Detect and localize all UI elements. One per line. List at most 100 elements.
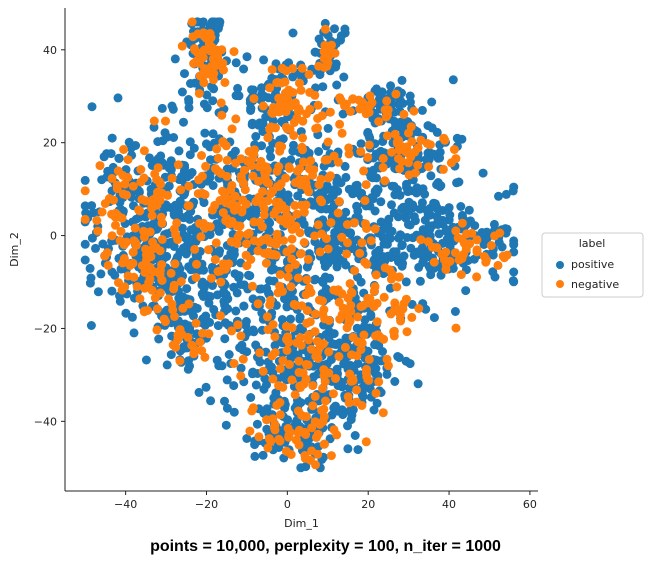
point-positive bbox=[501, 189, 511, 199]
point-positive bbox=[322, 181, 332, 191]
point-negative bbox=[155, 269, 165, 279]
point-negative bbox=[297, 142, 307, 152]
point-negative bbox=[128, 181, 138, 191]
point-negative bbox=[259, 248, 269, 258]
point-positive bbox=[258, 450, 268, 460]
point-negative bbox=[306, 288, 316, 297]
y-tick-label: 0 bbox=[50, 230, 57, 243]
point-negative bbox=[217, 110, 227, 120]
point-negative bbox=[348, 376, 358, 386]
point-negative bbox=[312, 348, 322, 357]
point-positive bbox=[242, 347, 252, 357]
point-negative bbox=[263, 443, 273, 453]
point-negative bbox=[320, 314, 330, 324]
point-negative bbox=[236, 331, 246, 341]
point-negative bbox=[342, 249, 352, 259]
point-negative bbox=[456, 270, 466, 280]
point-negative bbox=[293, 273, 303, 283]
point-positive bbox=[369, 405, 379, 415]
point-negative bbox=[187, 17, 197, 27]
point-negative bbox=[184, 181, 194, 191]
legend-marker-negative bbox=[556, 280, 564, 288]
point-positive bbox=[302, 262, 312, 272]
point-negative bbox=[135, 206, 145, 216]
point-positive bbox=[401, 277, 411, 287]
point-positive bbox=[179, 117, 188, 127]
point-positive bbox=[185, 323, 195, 333]
point-negative bbox=[176, 277, 186, 286]
point-negative bbox=[274, 181, 284, 191]
point-negative bbox=[344, 149, 354, 159]
point-negative bbox=[97, 207, 107, 217]
point-negative bbox=[383, 361, 393, 371]
point-positive bbox=[397, 240, 407, 250]
point-negative bbox=[213, 267, 223, 276]
point-positive bbox=[457, 134, 467, 144]
point-positive bbox=[185, 137, 195, 147]
point-negative bbox=[320, 24, 330, 34]
point-positive bbox=[244, 270, 253, 280]
point-positive bbox=[374, 245, 384, 255]
point-positive bbox=[262, 424, 272, 434]
point-negative bbox=[241, 250, 251, 260]
point-negative bbox=[226, 185, 236, 195]
point-positive bbox=[199, 265, 209, 275]
point-negative bbox=[410, 168, 420, 178]
point-negative bbox=[296, 340, 306, 350]
point-negative bbox=[199, 31, 209, 41]
point-positive bbox=[509, 267, 519, 277]
point-negative bbox=[404, 128, 413, 138]
point-negative bbox=[441, 265, 451, 274]
point-positive bbox=[255, 118, 265, 128]
point-positive bbox=[208, 281, 217, 290]
point-positive bbox=[328, 339, 338, 349]
point-negative bbox=[152, 198, 161, 208]
x-tick-label: 20 bbox=[361, 498, 375, 511]
point-positive bbox=[288, 28, 298, 38]
point-negative bbox=[226, 237, 236, 247]
point-negative bbox=[319, 365, 329, 375]
point-positive bbox=[427, 97, 437, 107]
point-negative bbox=[242, 261, 252, 271]
point-positive bbox=[212, 355, 222, 365]
point-negative bbox=[302, 306, 312, 316]
point-positive bbox=[405, 220, 415, 230]
point-positive bbox=[87, 201, 97, 211]
point-positive bbox=[360, 315, 370, 325]
point-negative bbox=[149, 116, 159, 126]
point-negative bbox=[350, 266, 360, 276]
point-positive bbox=[479, 240, 489, 249]
point-negative bbox=[107, 231, 117, 241]
point-negative bbox=[141, 244, 151, 254]
point-positive bbox=[444, 203, 454, 213]
point-negative bbox=[394, 272, 404, 282]
point-positive bbox=[160, 128, 170, 138]
point-negative bbox=[323, 58, 333, 68]
point-negative bbox=[229, 47, 239, 57]
point-positive bbox=[339, 72, 349, 82]
point-positive bbox=[372, 398, 382, 408]
point-positive bbox=[271, 300, 281, 310]
point-negative bbox=[344, 314, 354, 324]
point-negative bbox=[347, 350, 356, 360]
point-negative bbox=[244, 228, 254, 238]
point-negative bbox=[335, 119, 345, 129]
point-negative bbox=[322, 234, 331, 244]
point-positive bbox=[509, 240, 519, 250]
point-negative bbox=[315, 195, 325, 205]
point-negative bbox=[167, 299, 177, 309]
point-positive bbox=[389, 181, 399, 191]
point-positive bbox=[160, 203, 170, 212]
point-negative bbox=[306, 156, 316, 166]
point-negative bbox=[407, 137, 417, 146]
point-negative bbox=[334, 352, 344, 361]
point-positive bbox=[189, 143, 199, 153]
point-negative bbox=[295, 164, 304, 174]
point-negative bbox=[312, 336, 322, 346]
point-negative bbox=[276, 97, 286, 107]
point-negative bbox=[137, 194, 147, 204]
point-negative bbox=[378, 154, 388, 163]
point-negative bbox=[275, 215, 285, 225]
point-negative bbox=[238, 195, 248, 205]
point-negative bbox=[168, 340, 178, 350]
